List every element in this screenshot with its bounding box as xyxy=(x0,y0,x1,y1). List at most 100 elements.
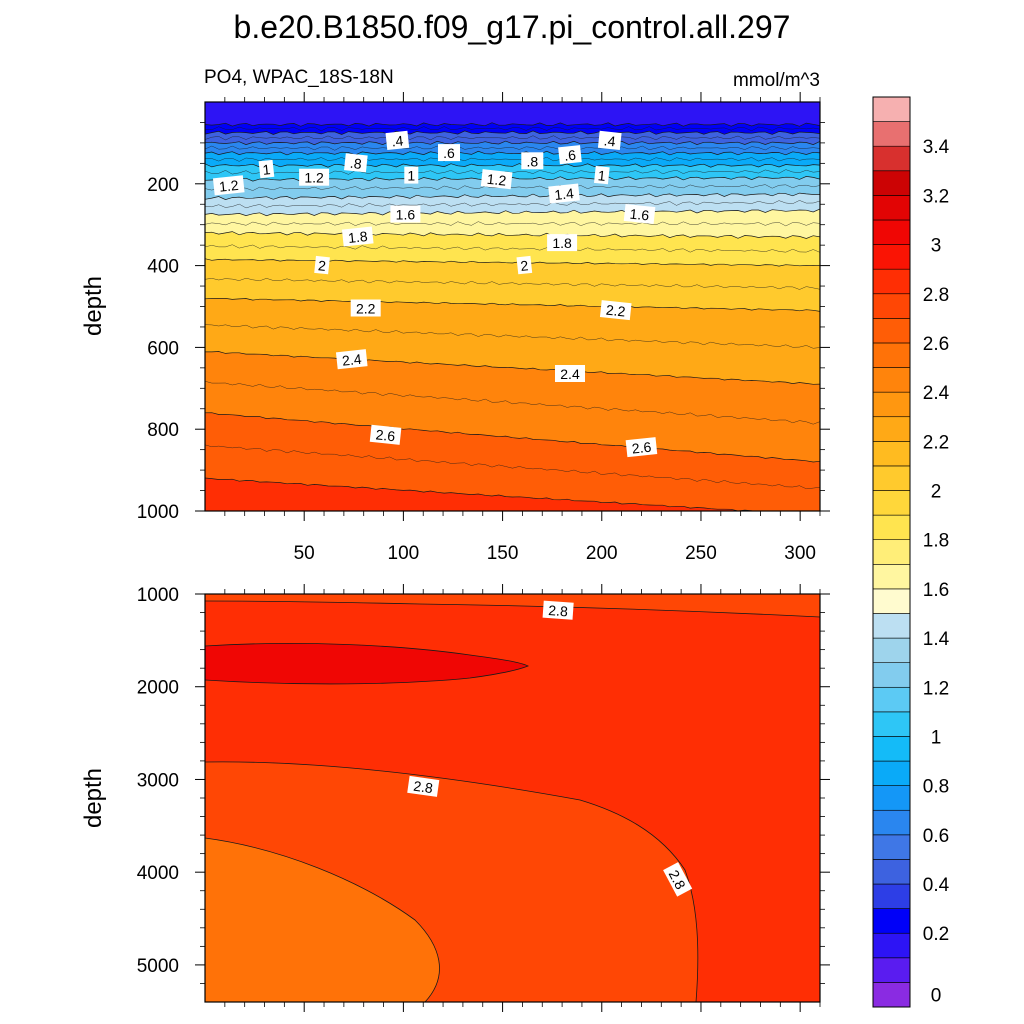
upper-contour-label: 1.4 xyxy=(548,183,580,204)
colorbar-swatch xyxy=(872,563,911,590)
upper-contour-label: 1.2 xyxy=(212,175,245,196)
colorbar-swatch xyxy=(872,637,911,663)
contour-label-box xyxy=(407,775,440,797)
contour-label-text: 2.6 xyxy=(375,426,396,444)
upper-contour-line xyxy=(205,244,820,253)
contour-label-text: 1.6 xyxy=(629,206,650,224)
lower-axes: 1000 2000 3000 4000 5000 xyxy=(137,584,830,1012)
upper-contour-line xyxy=(205,208,820,217)
upper-contour-label: 2.6 xyxy=(625,437,658,458)
upper-contour-line xyxy=(205,231,820,239)
contour-label-text: .4 xyxy=(603,132,616,149)
colorbar-label: 1.8 xyxy=(923,531,949,552)
upper-contour-label: 1 xyxy=(594,165,610,185)
colorbar-swatch xyxy=(872,367,911,393)
colorbar-swatch xyxy=(872,809,911,836)
contour-label-text: 1.2 xyxy=(304,170,324,186)
upper-contour-line xyxy=(205,126,820,132)
colorbar-swatch xyxy=(872,908,911,934)
upper-y-tick-label: 400 xyxy=(147,257,179,278)
upper-contour-line xyxy=(205,258,820,267)
contour-label-text: 1 xyxy=(262,161,272,178)
colorbar-label: 2 xyxy=(931,482,942,503)
lower-filled-contours xyxy=(205,594,820,1002)
contour-label-box xyxy=(597,130,622,151)
upper-y-tick-label: 800 xyxy=(147,420,179,441)
colorbar-label: 1.6 xyxy=(923,580,949,601)
contour-label-box xyxy=(625,437,658,458)
contour-label-text: .8 xyxy=(349,155,362,172)
upper-contour-line xyxy=(205,145,820,151)
lower-y-axis-label: depth xyxy=(80,768,107,828)
contour-label-text: .6 xyxy=(563,147,576,164)
colorbar-swatch xyxy=(872,145,911,172)
colorbar-label: 0 xyxy=(931,986,942,1007)
lower-y-tick-label: 2000 xyxy=(137,678,179,699)
colorbar-swatch xyxy=(872,760,911,786)
lower-contour-line xyxy=(205,837,440,1002)
upper-contour-line xyxy=(205,477,755,511)
colorbar-label: 1.4 xyxy=(923,629,950,650)
colorbar-swatch xyxy=(872,96,911,122)
contour-label-box xyxy=(350,299,381,317)
upper-contour-line xyxy=(205,156,820,162)
contour-label-box xyxy=(599,300,632,321)
colorbar-swatch xyxy=(872,686,911,713)
colorbar-label: 3.4 xyxy=(923,137,950,158)
contour-label-box xyxy=(335,349,368,370)
upper-contour-line xyxy=(205,444,820,490)
colorbar-swatch xyxy=(872,268,911,295)
colorbar-swatch xyxy=(872,982,911,1008)
contour-label-text: 1.2 xyxy=(486,171,507,189)
contour-label-text: 2.6 xyxy=(631,439,652,457)
lower-y-tick-label: 1000 xyxy=(137,585,179,606)
upper-contour-line xyxy=(205,277,820,290)
upper-contour-label: .6 xyxy=(438,144,460,162)
upper-x-tick-label: 50 xyxy=(294,543,315,564)
upper-contour-line xyxy=(205,184,820,191)
colorbar-swatch xyxy=(872,514,911,541)
colorbar-swatch xyxy=(872,957,911,983)
upper-contour-label: .4 xyxy=(597,130,622,151)
lower-region-tongue xyxy=(205,643,528,684)
colorbar-label: 0.8 xyxy=(923,777,949,798)
contour-label-box xyxy=(314,255,330,275)
upper-axes: 50 100 150 200 250 300 200 400 600 800 1000 xyxy=(137,92,830,564)
upper-contour-label: 1 xyxy=(258,159,275,179)
contour-label-box xyxy=(404,166,419,184)
colorbar-swatch xyxy=(872,342,911,368)
upper-y-tick-label: 1000 xyxy=(137,502,179,523)
figure-title: b.e20.B1850.f09_g17.pi_control.all.297 xyxy=(234,9,791,45)
lower-contour-line xyxy=(205,643,529,685)
colorbar-label: 0.6 xyxy=(923,826,949,847)
colorbar-swatch xyxy=(872,244,911,270)
colorbar-label: 0.2 xyxy=(923,924,949,945)
contour-label-text: 2.4 xyxy=(341,351,362,369)
upper-contour-label: 1.6 xyxy=(390,205,421,223)
upper-contour-label: .8 xyxy=(344,153,368,173)
upper-contour-label: 2.4 xyxy=(335,349,368,370)
contour-label-box xyxy=(369,424,402,445)
upper-contour-line xyxy=(205,351,820,385)
upper-contour-label: 1 xyxy=(404,166,419,184)
upper-contour-label: 2.2 xyxy=(599,300,632,321)
contour-label-text: 1 xyxy=(407,168,415,184)
contour-label-box xyxy=(542,600,574,620)
colorbar-swatch xyxy=(872,195,911,221)
contour-label-text: 1.8 xyxy=(552,235,572,251)
colorbar-label: 2.6 xyxy=(923,334,949,355)
upper-contour-labels: .4 .6 .4 .6 .8 .8 1 1 1 1.2 1.2 1.2 1.4 1.6 1.6 1.8 1.8 2… xyxy=(212,130,658,458)
upper-contour-line xyxy=(205,150,820,156)
colorbar-swatch xyxy=(872,883,911,909)
colorbar-swatch xyxy=(872,219,911,245)
contour-label-text: 1.6 xyxy=(396,207,416,223)
contour-label-box xyxy=(547,234,578,252)
lower-y-tick-label: 5000 xyxy=(137,956,179,977)
upper-contour-line xyxy=(205,130,820,135)
colorbar: 0 0.2 0.4 0.6 0.8 1 1.2 1.4 1.6 1.8 2 2.2 2.4 2.6 2.8 3… xyxy=(872,96,950,1008)
colorbar-swatch xyxy=(872,318,911,344)
upper-y-axis-label: depth xyxy=(80,276,107,336)
colorbar-swatch xyxy=(872,859,911,885)
